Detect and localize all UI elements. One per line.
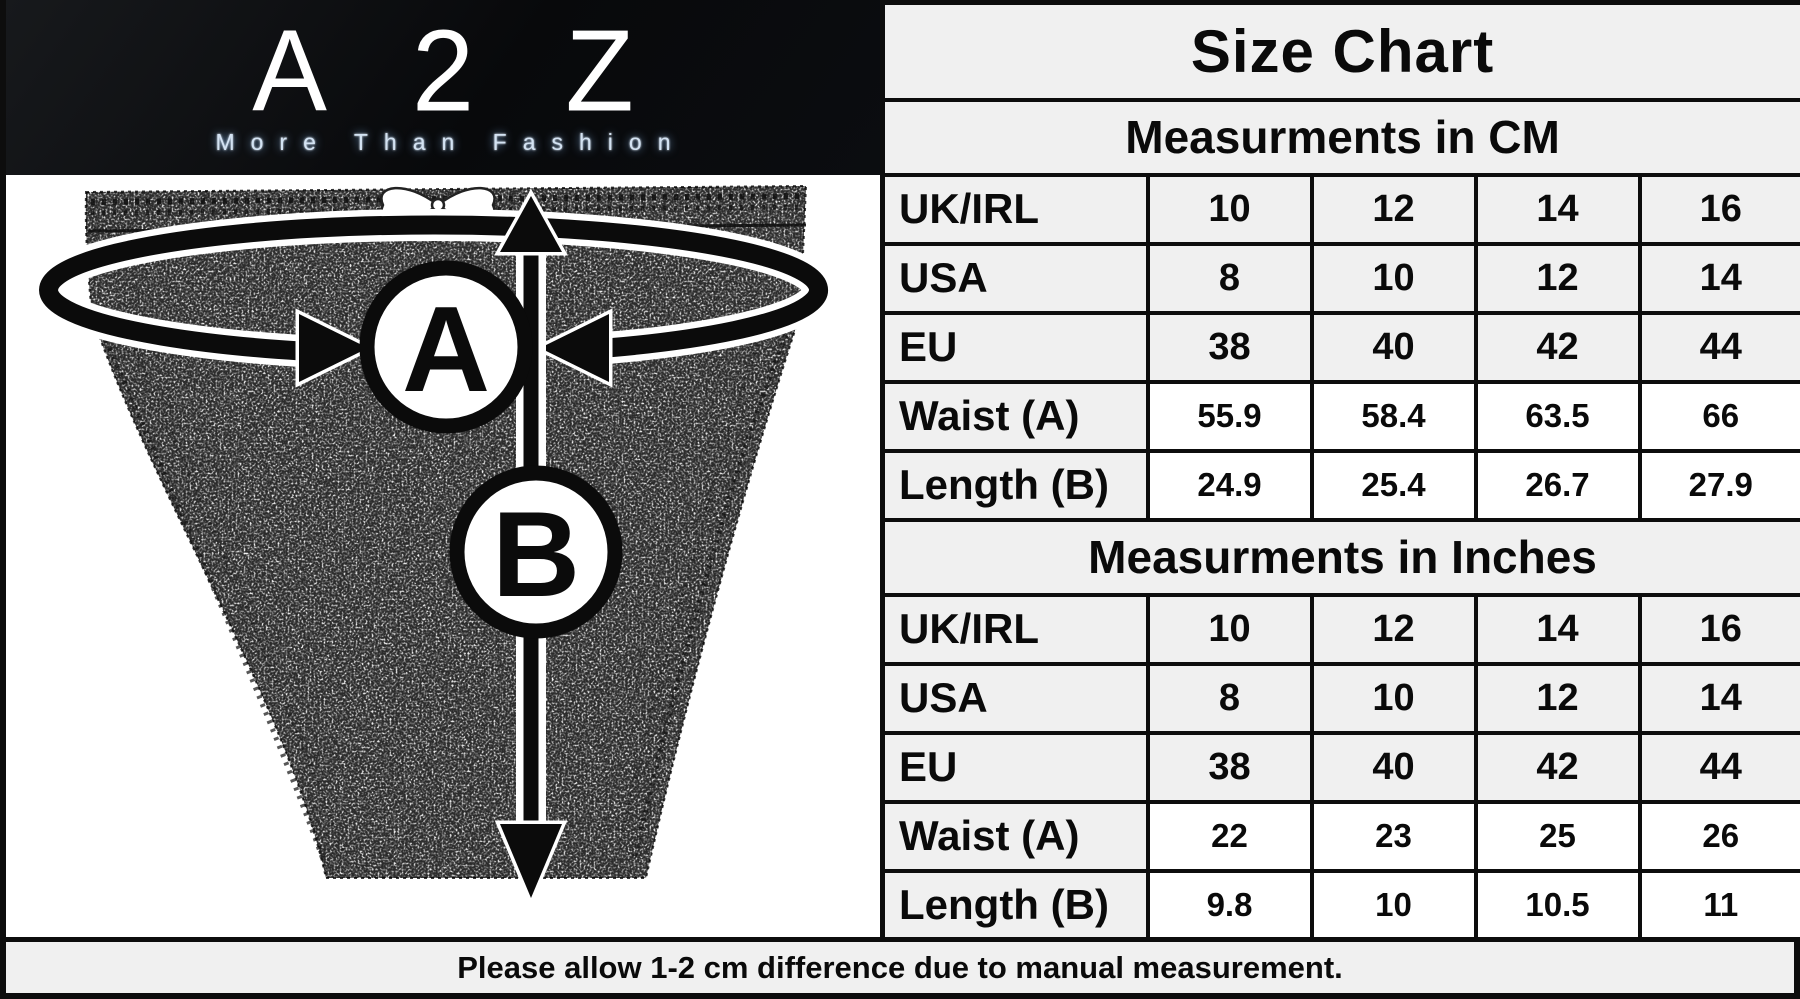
size-cell: 10 [1145, 592, 1314, 666]
row-label: Length (B) [880, 868, 1150, 942]
table-row: EU 38 40 42 44 [880, 310, 1800, 384]
table-row: Length (B) 9.8 10 10.5 11 [880, 868, 1800, 942]
row-label: EU [880, 310, 1150, 384]
length-marker-label: B [492, 486, 580, 622]
size-cell: 16 [1637, 172, 1800, 246]
left-panel: A 2 Z More Than Fashion [0, 0, 880, 937]
section-header-cm: Measurments in CM [880, 97, 1800, 177]
size-cell: 12 [1473, 661, 1642, 735]
row-label: Length (B) [880, 448, 1150, 522]
measure-cell: 58.4 [1309, 379, 1478, 453]
measure-cell: 9.8 [1145, 868, 1314, 942]
size-cell: 14 [1473, 172, 1642, 246]
waist-arrowhead-left-icon [295, 308, 376, 388]
size-cell: 40 [1309, 730, 1478, 804]
table-row: USA 8 10 12 14 [880, 241, 1800, 315]
row-label: UK/IRL [880, 172, 1150, 246]
row-label: USA [880, 241, 1150, 315]
brand-logo: A 2 Z More Than Fashion [6, 0, 880, 175]
table-row: Waist (A) 22 23 25 26 [880, 799, 1800, 873]
measure-cell: 26.7 [1473, 448, 1642, 522]
waist-arrowhead-right-icon [532, 308, 613, 388]
row-label: Waist (A) [880, 379, 1150, 453]
measure-cell: 25 [1473, 799, 1642, 873]
size-cell: 44 [1637, 730, 1800, 804]
measure-cell: 10.5 [1473, 868, 1642, 942]
size-cell: 38 [1145, 310, 1314, 384]
waist-marker-label: A [402, 281, 490, 417]
size-cell: 8 [1145, 661, 1314, 735]
size-cell: 12 [1473, 241, 1642, 315]
size-chart-panel: Size Chart Measurments in CM UK/IRL 10 1… [880, 0, 1800, 942]
section-header-inches: Measurments in Inches [880, 517, 1800, 597]
brand-name: A 2 Z [252, 5, 664, 136]
size-cell: 14 [1637, 241, 1800, 315]
brand-tagline: More Than Fashion [215, 129, 687, 156]
waist-marker-a: A [359, 260, 533, 434]
measure-cell: 63.5 [1473, 379, 1642, 453]
row-label: USA [880, 661, 1150, 735]
size-cell: 12 [1309, 172, 1478, 246]
size-cell: 8 [1145, 241, 1314, 315]
size-cell: 38 [1145, 730, 1314, 804]
measure-cell: 23 [1309, 799, 1478, 873]
table-row: Measurments in Inches [880, 517, 1800, 597]
size-cell: 10 [1309, 661, 1478, 735]
size-cell: 14 [1637, 661, 1800, 735]
row-label: Waist (A) [880, 799, 1150, 873]
table-row: UK/IRL 10 12 14 16 [880, 172, 1800, 246]
measure-cell: 22 [1145, 799, 1314, 873]
table-row: UK/IRL 10 12 14 16 [880, 592, 1800, 666]
length-arrowhead-down-icon [494, 820, 568, 908]
table-row: Waist (A) 55.9 58.4 63.5 66 [880, 379, 1800, 453]
row-label: EU [880, 730, 1150, 804]
size-cell: 10 [1145, 172, 1314, 246]
measure-cell: 66 [1637, 379, 1800, 453]
table-row: Size Chart [880, 0, 1800, 102]
measure-cell: 55.9 [1145, 379, 1314, 453]
size-cell: 14 [1473, 592, 1642, 666]
length-marker-b: B [449, 465, 623, 639]
waist-measure-arrow [32, 208, 835, 388]
table-row: Measurments in CM [880, 97, 1800, 177]
table-row: Length (B) 24.9 25.4 26.7 27.9 [880, 448, 1800, 522]
leg-seams [103, 326, 789, 863]
length-arrowhead-up-icon [494, 188, 568, 256]
measure-cell: 11 [1637, 868, 1800, 942]
size-cell: 40 [1309, 310, 1478, 384]
size-cell: 42 [1473, 730, 1642, 804]
table-row: USA 8 10 12 14 [880, 661, 1800, 735]
measure-cell: 25.4 [1309, 448, 1478, 522]
measurement-disclaimer: Please allow 1-2 cm difference due to ma… [0, 937, 1800, 999]
measure-cell: 10 [1309, 868, 1478, 942]
measure-cell: 26 [1637, 799, 1800, 873]
size-cell: 44 [1637, 310, 1800, 384]
size-cell: 42 [1473, 310, 1642, 384]
size-chart-table: Size Chart Measurments in CM UK/IRL 10 1… [880, 0, 1800, 942]
size-cell: 16 [1637, 592, 1800, 666]
chart-title: Size Chart [880, 0, 1800, 102]
product-measurement-diagram: A B [32, 184, 835, 908]
measure-cell: 27.9 [1637, 448, 1800, 522]
table-row: EU 38 40 42 44 [880, 730, 1800, 804]
size-cell: 10 [1309, 241, 1478, 315]
measure-cell: 24.9 [1145, 448, 1314, 522]
size-cell: 12 [1309, 592, 1478, 666]
row-label: UK/IRL [880, 592, 1150, 666]
